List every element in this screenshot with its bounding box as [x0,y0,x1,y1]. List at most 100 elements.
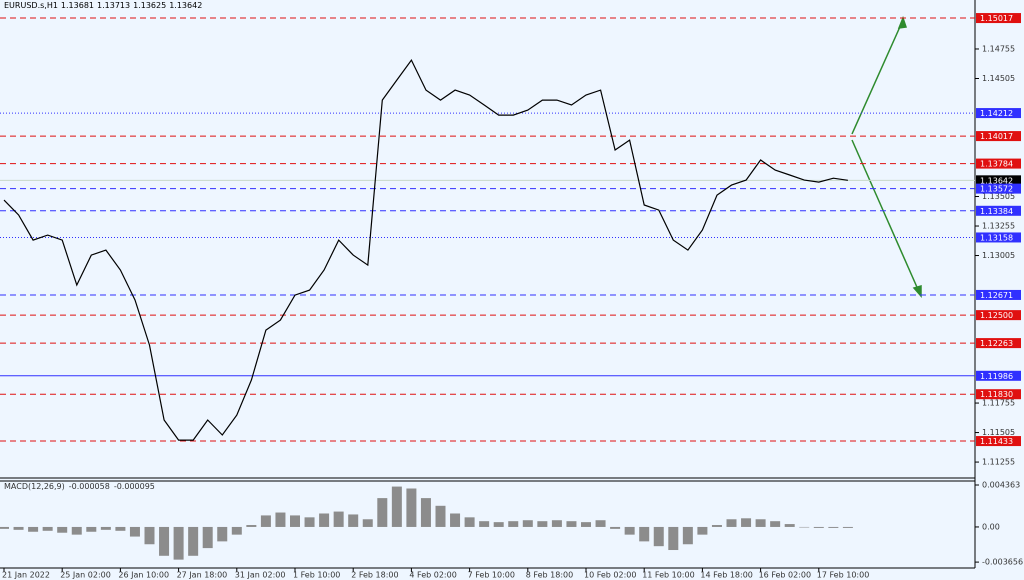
indicator-title: MACD(12,26,9) -0.000058 -0.000095 [4,482,155,491]
macd-bar [711,525,722,527]
macd-bar [653,526,664,547]
level-box [976,436,1021,447]
macd-bar [129,526,140,537]
macd-bar [551,520,562,527]
macd-bar [348,514,359,527]
macd-bar [842,526,853,528]
arrow [851,139,921,295]
level-label: 1.11433 [980,437,1013,446]
level-label: 1.11986 [980,372,1013,381]
macd-bar [260,515,271,527]
x-tick-label: 17 Feb 10:00 [817,571,869,580]
macd-bar [217,526,228,542]
macd-bar [697,526,708,535]
level-label: 1.14212 [980,109,1013,118]
macd-bar [57,526,68,533]
ohlc: 1.13625 [133,1,167,10]
level-box [976,289,1021,300]
forecast-arrows [851,15,922,298]
x-tick-label: 4 Feb 02:00 [409,571,456,580]
x-tick-label: 2 Feb 18:00 [351,571,398,580]
level-box [976,158,1021,169]
macd-bar [610,526,621,529]
y-tick-label: 1.13505 [982,192,1015,201]
level-box [976,205,1021,216]
level-label: 1.12263 [980,339,1013,348]
macd-bar [813,526,824,528]
macd-bar [741,518,752,527]
level-label: 1.14017 [980,132,1013,141]
x-tick-label: 8 Feb 18:00 [526,571,573,580]
header: EURUSD.s,H1 1.13681 1.13713 1.13625 1.13642 [4,1,205,10]
macd-bar [290,515,300,527]
macd-bar [668,526,679,551]
macd-bar [770,521,781,527]
x-tick-label: 11 Feb 10:00 [642,571,694,580]
x-tick-label: 10 Feb 02:00 [584,571,636,580]
macd-bar [479,521,490,527]
level-label: 1.13572 [980,185,1013,194]
macd-bar [522,520,533,527]
x-tick-label: 16 Feb 02:00 [759,571,811,580]
macd-bar [71,526,82,535]
title: MACD(12,26,9) [4,482,65,491]
x-tick-label: 25 Jan 02:00 [60,571,111,580]
price-line [3,58,848,441]
macd-bar [726,519,737,527]
macd-bar [581,522,591,527]
level-box [976,338,1021,349]
x-tick-label: 31 Jan 02:00 [235,571,286,580]
macd-bar [362,519,373,527]
level-label: 1.12500 [980,311,1013,320]
macd-bar [799,526,810,528]
ohlc: 1.13713 [97,1,131,10]
arrow [851,19,904,135]
macd-bar [144,526,155,545]
x-tick-label: 27 Jan 18:00 [177,571,228,580]
level-label: 1.13784 [980,160,1013,169]
x-tick-label: 14 Feb 18:00 [700,571,752,580]
level-label: 1.11830 [980,390,1013,399]
x-tick-label: 21 Jan 2022 [2,571,50,580]
macd-bar [0,526,9,529]
x-tick-label: 1 Feb 10:00 [293,571,340,580]
macd-bar [784,524,795,527]
macd-bar [188,526,199,556]
macd-bar [377,498,388,527]
level-box [976,131,1021,142]
y-tick-label: -0.003656 [982,558,1023,567]
macd-bar [28,526,39,532]
macd-bar [173,526,184,560]
macd-bar [231,526,242,535]
level-box [976,175,1021,186]
symbol: EURUSD.s,H1 [4,1,58,10]
level-label: 1.15017 [980,14,1013,23]
macd-bar [493,522,504,527]
level-box [976,232,1021,243]
y-tick-label: 1.11755 [982,399,1015,408]
y-tick-label: 1.14505 [982,74,1015,83]
y-tick-label: 1.13005 [982,251,1015,260]
level-box [976,183,1021,194]
level-box [976,108,1021,119]
y-tick-label: 1.11255 [982,458,1015,467]
macd-bar [537,521,548,527]
macd-bar [115,526,126,531]
macd-bar [13,526,24,530]
level-label: 1.13158 [980,233,1013,242]
level-label: 1.13384 [980,207,1013,216]
reading: -0.000058 [69,482,110,491]
macd-bar [406,488,417,527]
arrow-head [912,285,922,298]
reading: -0.000095 [114,482,155,491]
x-tick-label: 7 Feb 10:00 [468,571,515,580]
level-label: 1.12671 [980,291,1013,300]
macd-bar [159,526,170,556]
macd-bar [319,513,330,527]
macd-bar [333,511,344,527]
x-tick-label: 26 Jan 10:00 [118,571,169,580]
ohlc: 1.13642 [169,1,203,10]
macd-bar [42,526,53,531]
macd-bar [86,526,97,532]
